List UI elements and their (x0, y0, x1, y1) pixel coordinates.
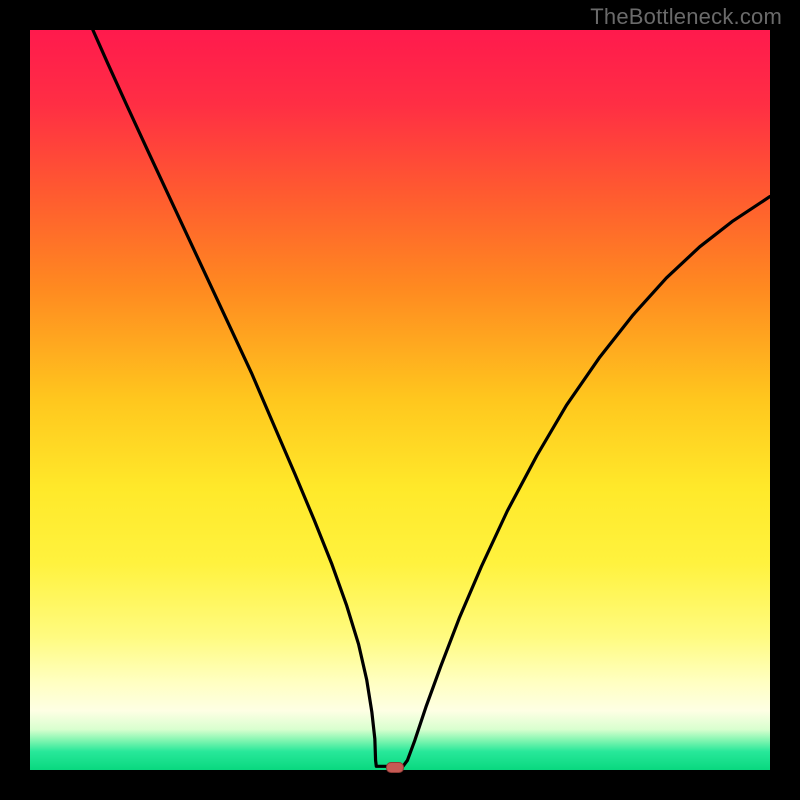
chart-svg (30, 30, 770, 770)
bottleneck-marker (386, 762, 404, 773)
chart-background-gradient (30, 30, 770, 770)
chart-plot-area (30, 30, 770, 770)
watermark-text: TheBottleneck.com (590, 4, 782, 30)
